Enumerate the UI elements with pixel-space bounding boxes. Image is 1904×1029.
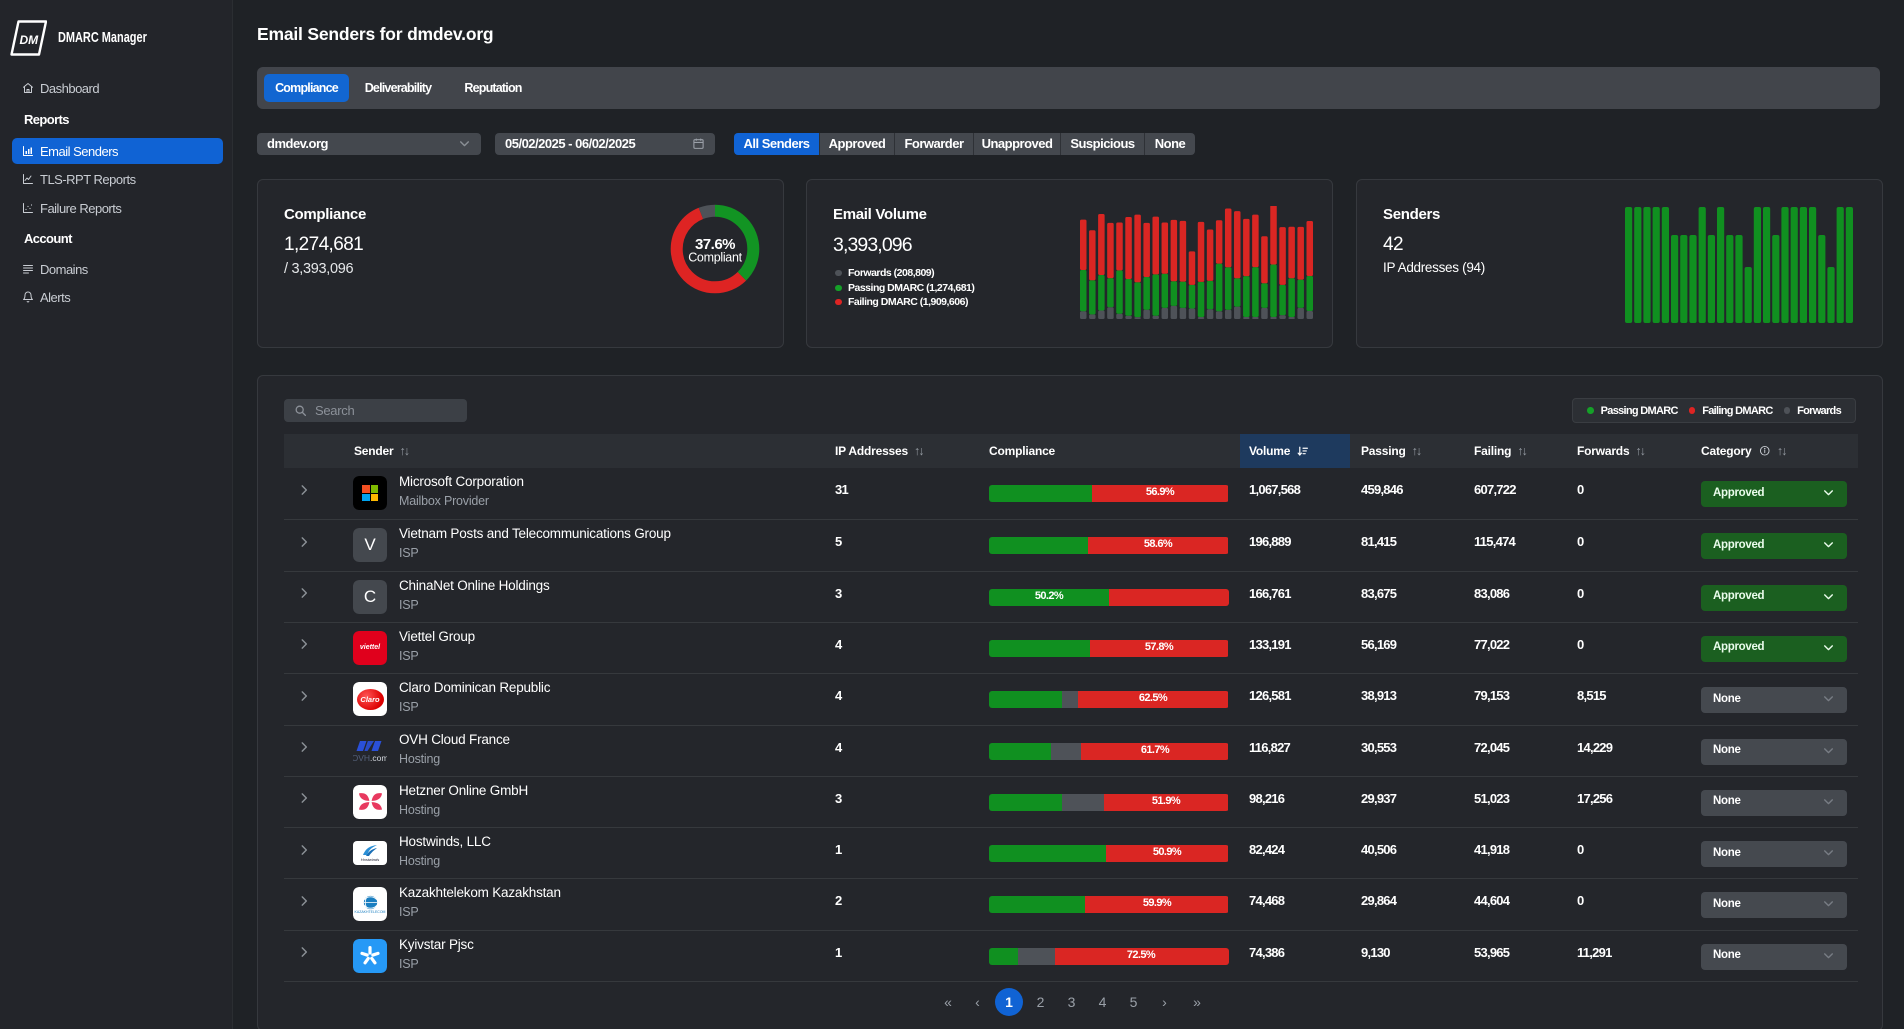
svg-text:37.6%: 37.6%	[695, 236, 735, 253]
svg-text:Compliant: Compliant	[688, 251, 742, 265]
svg-text:OVH.com: OVH.com	[353, 753, 387, 763]
svg-text:DM: DM	[19, 33, 39, 47]
